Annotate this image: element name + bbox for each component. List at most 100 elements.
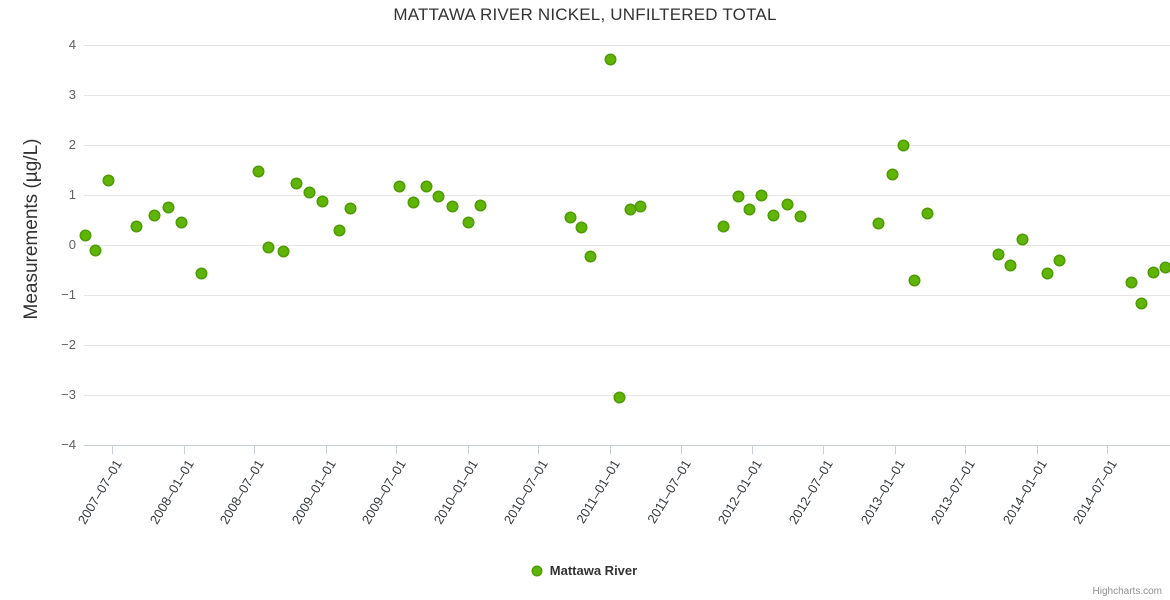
data-point[interactable] <box>335 226 345 235</box>
data-point[interactable] <box>163 203 173 212</box>
data-point[interactable] <box>923 208 933 218</box>
x-axis-tick-label: 2010–07–01 <box>501 457 552 527</box>
credits-label: Highcharts.com <box>1092 586 1162 597</box>
data-point[interactable] <box>476 200 485 210</box>
x-axis-tick <box>112 445 114 454</box>
data-point[interactable] <box>796 212 806 221</box>
data-point[interactable] <box>81 230 91 240</box>
x-axis-tick <box>752 445 754 454</box>
x-axis-tick-label: 2011–01–01 <box>573 457 623 526</box>
chart-legend: Mattawa River <box>0 562 1170 578</box>
x-axis-tick <box>822 445 824 454</box>
data-point[interactable] <box>463 218 473 227</box>
data-point[interactable] <box>176 218 186 227</box>
x-axis-tick <box>183 445 185 454</box>
x-axis-tick-label: 2014–01–01 <box>999 457 1050 527</box>
data-point[interactable] <box>279 247 289 256</box>
data-point[interactable] <box>318 196 328 206</box>
data-point[interactable] <box>993 249 1003 259</box>
data-point[interactable] <box>1160 263 1170 272</box>
plot-area: 4 3 2 1 0 −1 −2 −3 −4 <box>61 37 1170 452</box>
data-point[interactable] <box>132 221 142 231</box>
data-point[interactable] <box>196 269 206 278</box>
x-axis-tick-label: 2008–07–01 <box>217 457 268 527</box>
data-point[interactable] <box>757 191 767 200</box>
x-axis-tick-label: 2014–07–01 <box>1069 457 1120 527</box>
data-point[interactable] <box>899 140 909 150</box>
legend-item-mattawa-river[interactable]: Mattawa River <box>532 562 638 579</box>
data-point[interactable] <box>744 204 754 214</box>
data-point[interactable] <box>395 182 405 191</box>
x-axis-tick-label: 2012–01–01 <box>714 457 765 527</box>
data-point[interactable] <box>91 245 101 255</box>
gridline <box>84 95 1170 96</box>
x-axis-tick <box>326 445 328 454</box>
data-point[interactable] <box>719 222 729 231</box>
x-axis-tick <box>538 445 540 454</box>
data-point[interactable] <box>448 201 458 211</box>
gridline <box>84 45 1170 46</box>
x-axis-tick <box>610 445 612 454</box>
x-axis-tick <box>894 445 896 454</box>
data-point[interactable] <box>434 192 444 201</box>
legend-marker-icon <box>532 566 541 575</box>
data-point[interactable] <box>409 197 419 207</box>
data-point[interactable] <box>104 176 113 185</box>
y-axis-tick-label: −1 <box>61 287 76 302</box>
y-axis-tick-label: 4 <box>68 37 76 52</box>
data-point[interactable] <box>910 276 920 285</box>
x-axis-tick-label: 2011–07–01 <box>643 457 694 526</box>
data-point[interactable] <box>346 203 356 213</box>
data-point[interactable] <box>1043 268 1053 278</box>
x-axis-tick <box>254 445 256 454</box>
gridline <box>84 145 1170 146</box>
y-axis-tick-label: −2 <box>61 337 76 352</box>
data-point[interactable] <box>264 242 274 252</box>
x-axis-tick <box>1106 445 1108 454</box>
x-axis-tick-label: 2008–01–01 <box>146 457 197 527</box>
data-point[interactable] <box>888 170 898 179</box>
gridline <box>84 395 1170 396</box>
data-point[interactable] <box>1149 267 1159 277</box>
y-axis-tick-label: 0 <box>68 237 76 252</box>
x-axis-tick-label: 2013–07–01 <box>927 457 978 527</box>
data-point[interactable] <box>305 187 315 197</box>
data-point[interactable] <box>1005 261 1015 270</box>
gridline <box>84 345 1170 346</box>
data-point[interactable] <box>874 218 884 228</box>
data-point[interactable] <box>577 222 587 232</box>
x-axis-tick-label: 2009–07–01 <box>359 457 410 527</box>
x-axis-tick-label: 2010–01–01 <box>430 457 481 527</box>
data-point[interactable] <box>734 192 744 201</box>
y-axis-tick-label: −3 <box>61 387 76 402</box>
data-point[interactable] <box>586 252 596 261</box>
data-point[interactable] <box>421 181 431 191</box>
x-axis-tick-label: 2007–07–01 <box>74 457 125 527</box>
y-axis-tick-label: 1 <box>68 187 76 202</box>
data-point[interactable] <box>1126 278 1136 287</box>
y-axis-tick-label: −4 <box>61 437 76 452</box>
data-point[interactable] <box>606 54 616 64</box>
data-point[interactable] <box>254 167 264 176</box>
data-point[interactable] <box>149 210 159 220</box>
data-point[interactable] <box>635 201 645 211</box>
x-axis-tick <box>680 445 682 454</box>
data-point[interactable] <box>1137 299 1147 308</box>
x-axis-tick <box>396 445 398 454</box>
x-axis-tick-label: 2013–01–01 <box>857 457 908 527</box>
data-point[interactable] <box>769 210 779 220</box>
data-point[interactable] <box>566 212 576 222</box>
data-point[interactable] <box>1018 235 1028 244</box>
gridline <box>84 295 1170 296</box>
x-axis-line <box>84 445 1170 446</box>
data-point[interactable] <box>292 178 302 188</box>
data-point[interactable] <box>1054 255 1064 265</box>
data-point[interactable] <box>625 204 635 214</box>
gridline <box>84 195 1170 196</box>
y-axis-tick-label: 2 <box>68 137 76 152</box>
legend-item-label: Mattawa River <box>549 563 638 579</box>
chart-title: MATTAWA RIVER NICKEL, UNFILTERED TOTAL <box>393 5 777 24</box>
data-point[interactable] <box>783 199 793 209</box>
data-point[interactable] <box>614 393 624 402</box>
